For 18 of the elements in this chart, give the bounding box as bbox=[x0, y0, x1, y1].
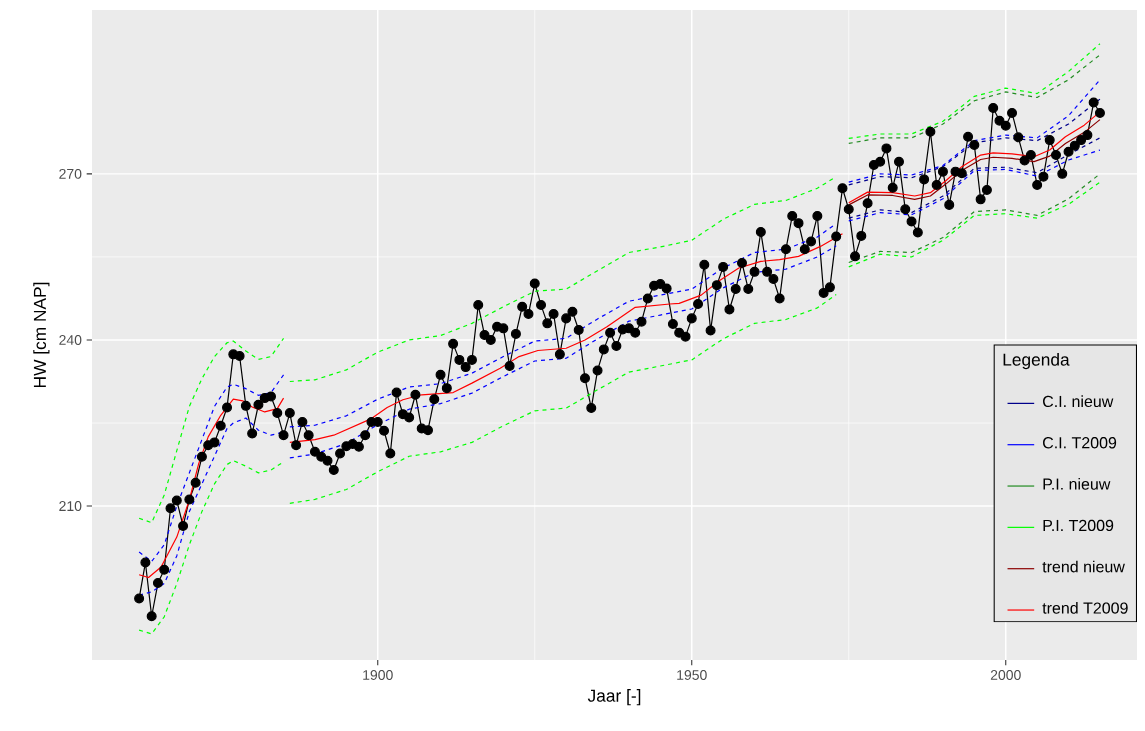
y-tick-label: 270 bbox=[59, 168, 82, 179]
legend-label: trend T2009 bbox=[1042, 602, 1128, 614]
x-tick-label: 2000 bbox=[990, 670, 1021, 680]
y-tick-label: 240 bbox=[59, 335, 82, 345]
line-series bbox=[848, 173, 1101, 264]
legend-label: P.I. T2009 bbox=[1043, 519, 1114, 532]
y-axis-title: HW [cm NAP] bbox=[33, 282, 50, 388]
line-series bbox=[848, 54, 1101, 145]
legend-label: C.I. T2009 bbox=[1043, 437, 1117, 449]
legend-title: Legenda bbox=[1003, 353, 1070, 370]
legend-label: C.I. nieuw bbox=[1043, 395, 1114, 408]
y-tick-label: 210 bbox=[59, 501, 82, 512]
x-tick-label: 1950 bbox=[677, 670, 707, 680]
x-tick-label: 1900 bbox=[363, 670, 393, 680]
line-series bbox=[848, 137, 1101, 219]
legend-label: P.I. nieuw bbox=[1043, 478, 1111, 490]
legend-label: trend nieuw bbox=[1042, 560, 1125, 573]
x-axis-title: Jaar [-] bbox=[587, 689, 641, 706]
